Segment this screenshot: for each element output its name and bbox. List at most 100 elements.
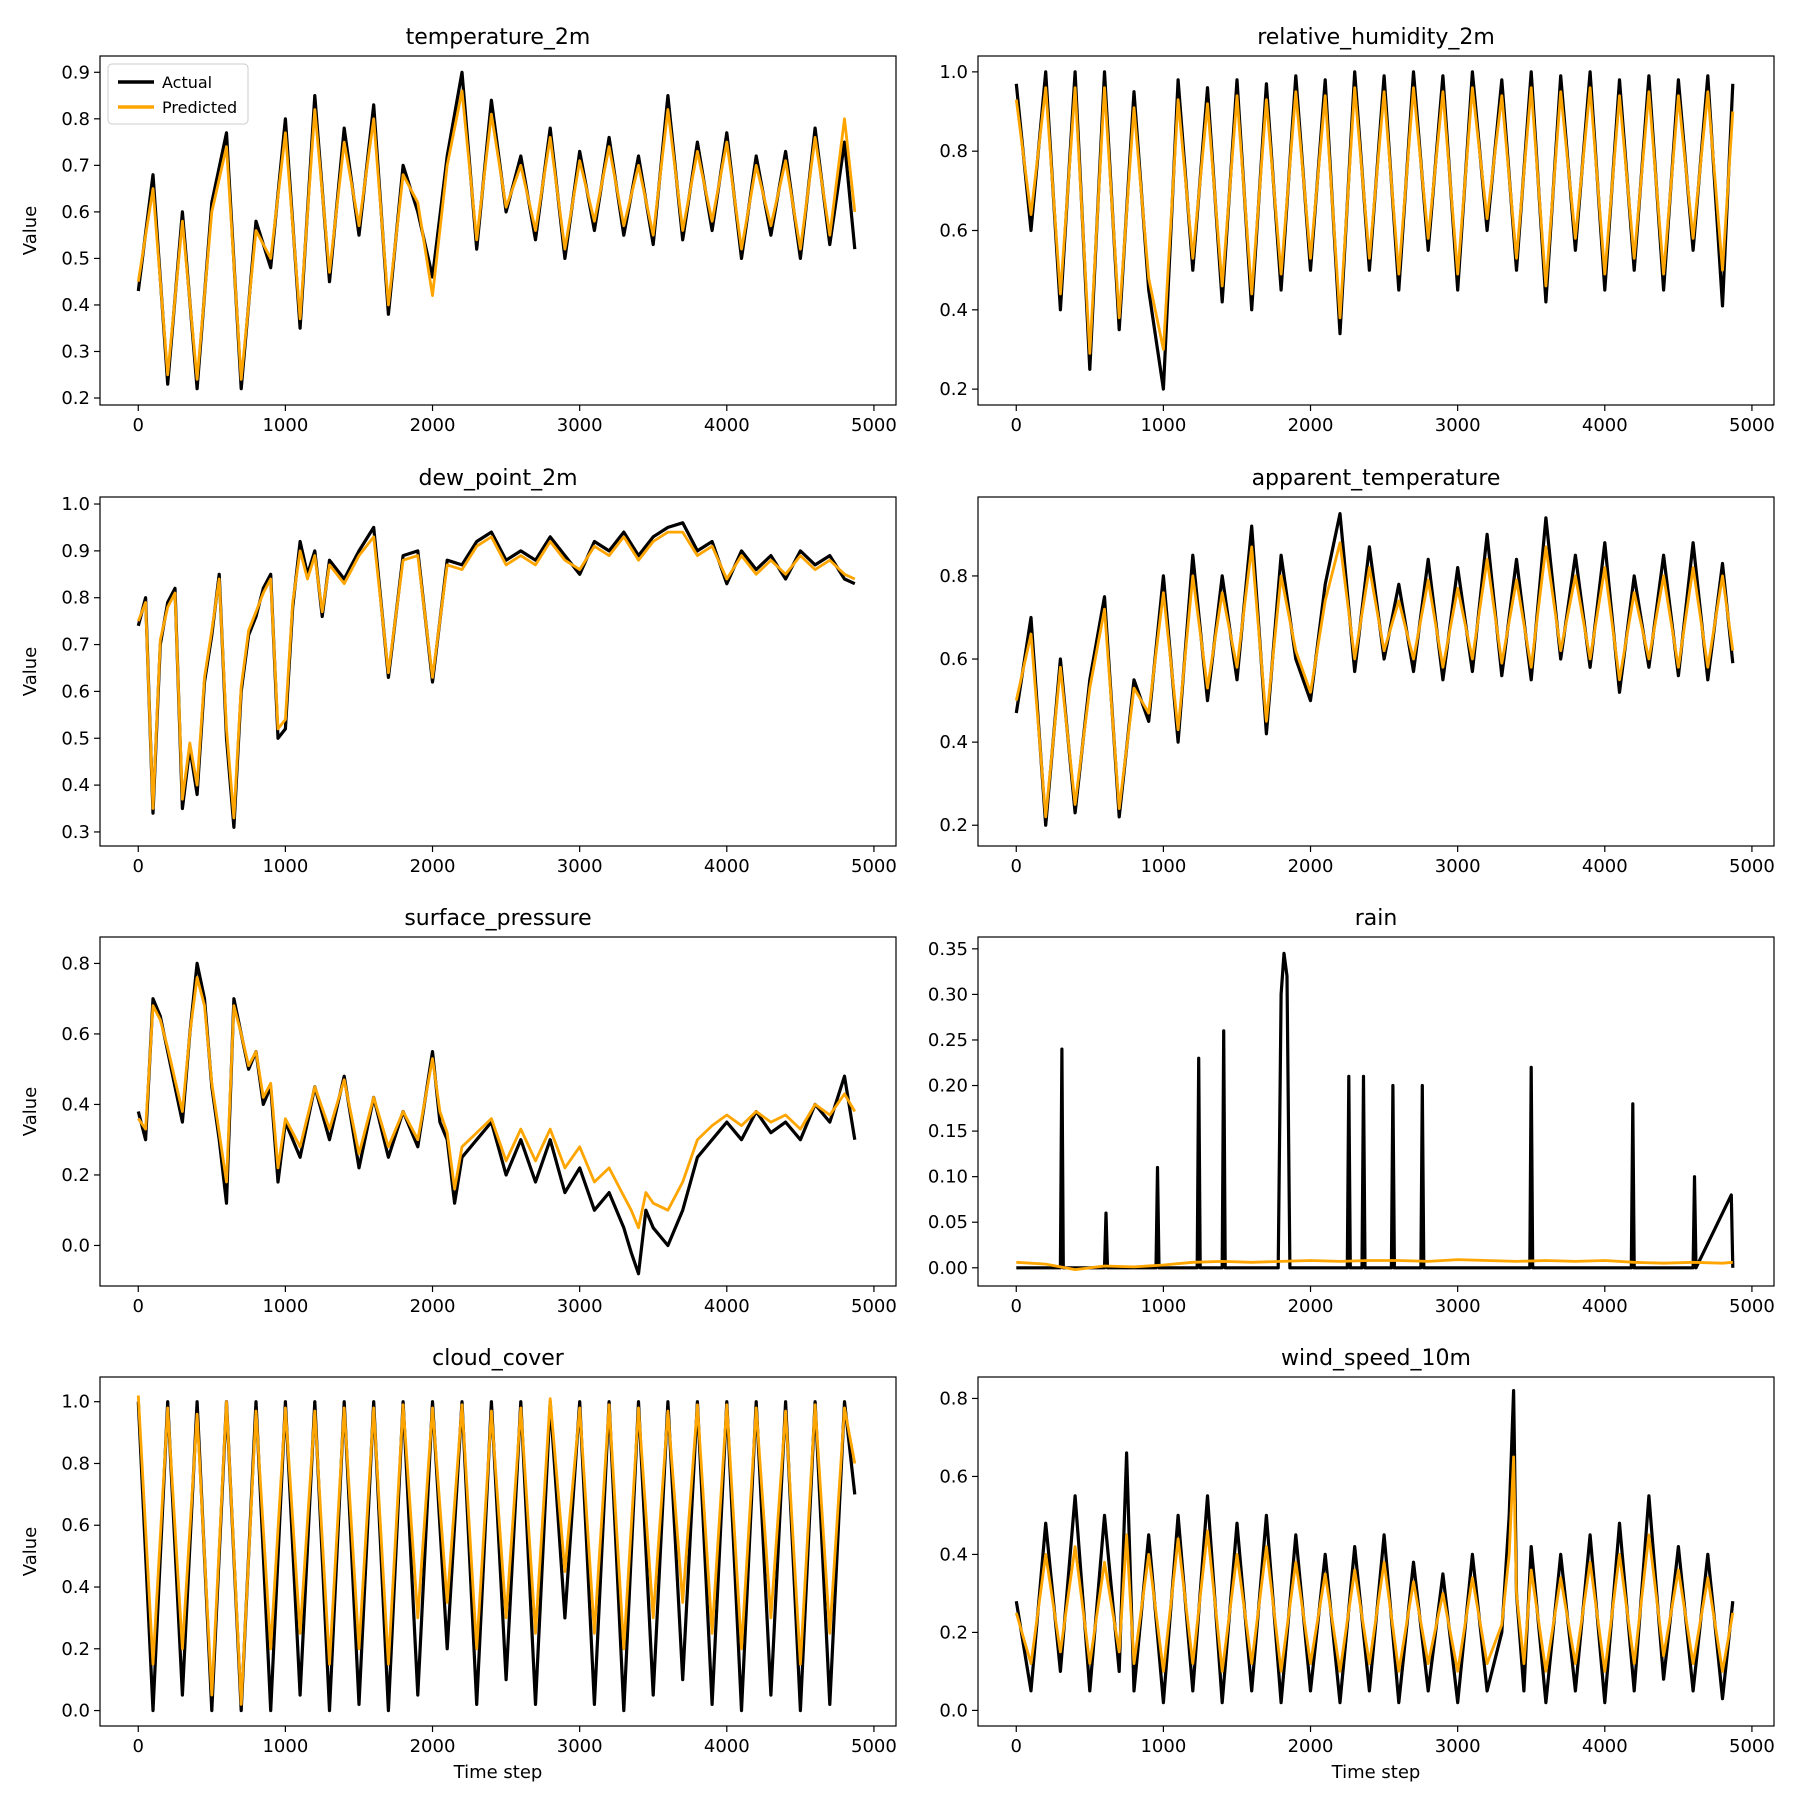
x-tick-label: 3000 — [557, 856, 603, 877]
x-tick-label: 0 — [1011, 1736, 1022, 1757]
x-tick-label: 5000 — [1729, 1296, 1775, 1317]
x-tick-label: 4000 — [1582, 1296, 1628, 1317]
x-tick-label: 2000 — [410, 1736, 456, 1757]
legend-predicted-label: Predicted — [162, 98, 237, 117]
y-tick-label: 0.7 — [61, 635, 90, 656]
x-tick-label: 1000 — [1140, 415, 1186, 436]
x-tick-label: 1000 — [262, 1296, 308, 1317]
y-tick-label: 0.0 — [61, 1235, 90, 1256]
y-tick-label: 0.6 — [61, 681, 90, 702]
x-tick-label: 3000 — [557, 1736, 603, 1757]
y-tick-label: 0.8 — [939, 141, 968, 162]
y-axis-label: Value — [20, 206, 41, 255]
x-tick-label: 5000 — [851, 415, 897, 436]
axes-frame — [99, 936, 897, 1287]
y-tick-label: 0.10 — [928, 1167, 968, 1188]
y-tick-label: 0.5 — [61, 728, 90, 749]
subplot-title: wind_speed_10m — [1281, 1346, 1471, 1371]
series-predicted-line — [1016, 1258, 1733, 1271]
y-tick-label: 0.05 — [928, 1212, 968, 1233]
series-predicted-line — [136, 530, 856, 820]
x-tick-label: 2000 — [1288, 856, 1334, 877]
y-tick-label: 0.2 — [939, 815, 968, 836]
y-tick-label: 0.4 — [61, 1094, 90, 1115]
y-tick-label: 0.4 — [61, 1577, 90, 1598]
x-tick-label: 3000 — [1435, 1296, 1481, 1317]
x-tick-label: 5000 — [1729, 856, 1775, 877]
x-tick-label: 2000 — [1288, 1296, 1334, 1317]
x-tick-label: 1000 — [1140, 1296, 1186, 1317]
y-tick-label: 0.6 — [939, 221, 968, 242]
axes-frame — [99, 1376, 897, 1727]
subplot-title: surface_pressure — [404, 906, 591, 931]
x-tick-label: 0 — [133, 415, 144, 436]
y-tick-label: 0.0 — [61, 1701, 90, 1722]
x-tick-label: 0 — [133, 856, 144, 877]
x-tick-label: 3000 — [1435, 1736, 1481, 1757]
legend-actual-label: Actual — [162, 73, 212, 92]
legend: Actual Predicted — [107, 63, 249, 125]
x-tick-label: 3000 — [1435, 856, 1481, 877]
y-tick-label: 0.2 — [61, 1165, 90, 1186]
x-tick-label: 1000 — [262, 415, 308, 436]
y-tick-label: 0.2 — [939, 379, 968, 400]
x-tick-label: 1000 — [1140, 856, 1186, 877]
x-axis-label: Time step — [1331, 1762, 1421, 1783]
legend-box — [107, 63, 249, 125]
y-tick-label: 0.3 — [61, 822, 90, 843]
y-tick-label: 0.5 — [61, 248, 90, 269]
series-actual-line — [1014, 1388, 1735, 1705]
x-tick-label: 2000 — [410, 1296, 456, 1317]
subplot-wind_speed_10m: wind_speed_10m 0 1000 2000 3000 4000 5000 0.0 0.… — [939, 1346, 1774, 1783]
x-tick-label: 4000 — [704, 1736, 750, 1757]
y-tick-label: 0.7 — [61, 155, 90, 176]
y-tick-label: 0.35 — [928, 939, 968, 960]
y-tick-label: 0.6 — [61, 1024, 90, 1045]
y-tick-label: 0.6 — [61, 202, 90, 223]
series-actual-line — [136, 521, 856, 829]
y-tick-label: 0.8 — [61, 1453, 90, 1474]
y-tick-label: 0.2 — [61, 388, 90, 409]
y-tick-label: 0.4 — [61, 775, 90, 796]
subplot-title: rain — [1355, 906, 1398, 931]
x-tick-label: 0 — [1011, 415, 1022, 436]
subplot-relative_humidity_2m: relative_humidity_2m 0 1000 2000 3000 4000 500… — [939, 25, 1774, 436]
x-tick-label: 0 — [1011, 1296, 1022, 1317]
series-predicted-line — [136, 1395, 857, 1706]
x-tick-label: 1000 — [1140, 1736, 1186, 1757]
y-tick-label: 0.20 — [928, 1076, 968, 1097]
y-tick-label: 0.9 — [61, 541, 90, 562]
y-tick-label: 0.6 — [939, 1466, 968, 1487]
y-tick-label: 0.30 — [928, 984, 968, 1005]
subplot-cloud_cover: cloud_cover 0 1000 2000 3000 4000 5000 0.0 0.2 0.… — [20, 1346, 897, 1783]
x-tick-label: 0 — [133, 1736, 144, 1757]
subplot-title: cloud_cover — [432, 1346, 565, 1371]
x-tick-label: 5000 — [1729, 415, 1775, 436]
y-tick-label: 0.00 — [928, 1258, 968, 1279]
subplot-temperature_2m: temperature_2m 0 1000 2000 3000 4000 5000 0.2 0.… — [20, 25, 897, 436]
y-tick-label: 0.4 — [939, 1544, 968, 1565]
x-tick-label: 2000 — [410, 415, 456, 436]
x-tick-label: 3000 — [1435, 415, 1481, 436]
y-tick-label: 0.3 — [61, 341, 90, 362]
series-actual-line — [1016, 951, 1735, 1270]
x-tick-label: 0 — [1011, 856, 1022, 877]
y-axis-label: Value — [20, 1527, 41, 1576]
y-tick-label: 0.8 — [61, 953, 90, 974]
x-tick-label: 3000 — [557, 415, 603, 436]
x-tick-label: 5000 — [851, 1296, 897, 1317]
x-tick-label: 5000 — [851, 856, 897, 877]
axes-frame — [99, 55, 897, 406]
y-tick-label: 0.8 — [939, 566, 968, 587]
subplot-rain: rain 0 1000 2000 3000 4000 5000 0.00 0.05 0.10 0.1… — [928, 906, 1775, 1317]
series-actual-line — [1014, 70, 1735, 391]
y-tick-label: 0.8 — [939, 1388, 968, 1409]
x-tick-label: 1000 — [262, 856, 308, 877]
series-predicted-line — [1014, 86, 1735, 355]
x-tick-label: 4000 — [704, 856, 750, 877]
x-tick-label: 5000 — [851, 1736, 897, 1757]
y-tick-label: 0.4 — [61, 295, 90, 316]
x-tick-label: 3000 — [557, 1296, 603, 1317]
